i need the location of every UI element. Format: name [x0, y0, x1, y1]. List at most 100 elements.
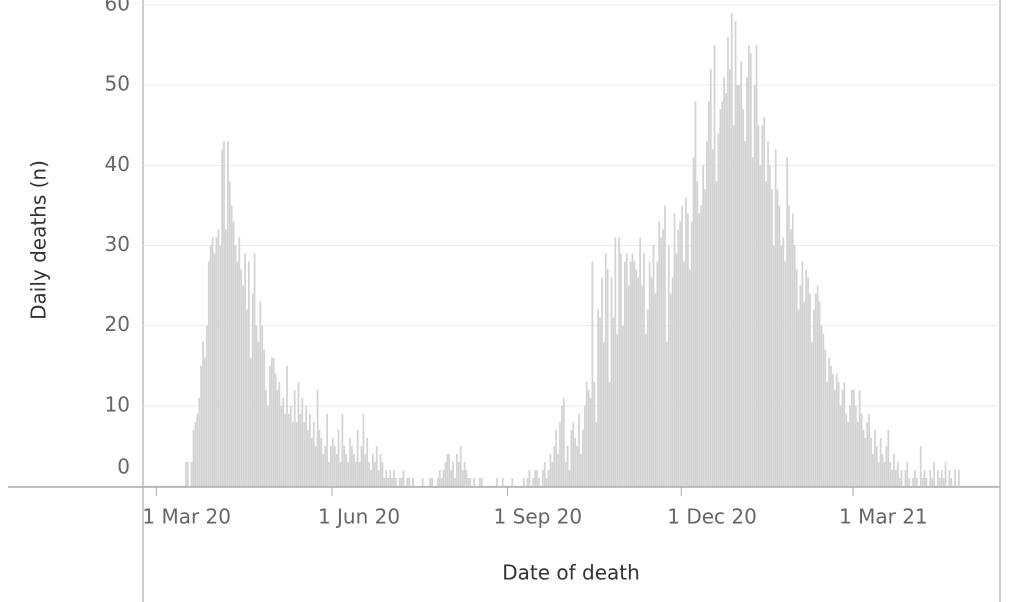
- bar: [305, 405, 307, 486]
- bar: [730, 13, 733, 487]
- bar: [226, 141, 229, 487]
- bar: [822, 333, 825, 486]
- bar: [679, 221, 682, 486]
- bar: [778, 205, 781, 486]
- y-tick-label: 10: [105, 392, 130, 416]
- bar: [641, 285, 643, 486]
- bar: [316, 389, 319, 486]
- bar: [362, 413, 365, 486]
- bar: [906, 461, 909, 486]
- bar: [738, 85, 741, 487]
- bar: [299, 413, 302, 486]
- bar: [706, 141, 708, 487]
- bar: [450, 469, 453, 486]
- x-tick-label: 1 Mar 21: [839, 505, 928, 529]
- bar: [337, 429, 340, 486]
- bar: [881, 453, 884, 486]
- bar: [326, 413, 328, 486]
- bar: [303, 421, 306, 486]
- bar: [402, 469, 405, 486]
- bar: [293, 389, 296, 486]
- bar: [291, 421, 294, 486]
- bar: [832, 373, 834, 486]
- bar: [629, 261, 632, 486]
- bar: [200, 365, 203, 486]
- bar: [601, 277, 603, 486]
- y-axis-title: Daily deaths (n): [27, 160, 51, 320]
- bar: [599, 317, 601, 486]
- bar: [740, 61, 743, 486]
- bar: [790, 229, 792, 486]
- bar: [694, 101, 697, 486]
- bar: [614, 237, 617, 486]
- bar: [625, 253, 628, 486]
- bar: [891, 469, 893, 486]
- bar: [310, 437, 313, 486]
- bar: [261, 325, 264, 486]
- bar: [807, 277, 809, 486]
- bar: [812, 309, 815, 486]
- bar: [658, 221, 661, 486]
- bar: [249, 357, 252, 486]
- bar: [688, 269, 691, 486]
- bar: [828, 357, 830, 486]
- bar: [769, 165, 771, 487]
- bar: [791, 213, 794, 486]
- bar: [847, 421, 850, 486]
- bar: [883, 461, 886, 486]
- bar: [307, 429, 309, 486]
- bar: [793, 245, 796, 486]
- bar: [608, 381, 611, 486]
- bar: [263, 349, 266, 486]
- bar: [937, 469, 939, 486]
- bar: [761, 125, 764, 486]
- bar: [205, 325, 208, 486]
- bar: [194, 421, 197, 486]
- bar: [849, 405, 851, 486]
- bar: [358, 461, 361, 486]
- bar: [837, 381, 840, 486]
- bar: [643, 253, 645, 486]
- bar: [904, 469, 907, 486]
- bar: [379, 453, 382, 486]
- bar: [795, 269, 798, 486]
- bar: [225, 229, 227, 486]
- x-tick-label: 1 Jun 20: [318, 505, 400, 529]
- bar: [534, 469, 537, 486]
- bar: [698, 213, 701, 486]
- bar: [858, 389, 861, 486]
- bar: [633, 261, 636, 486]
- bar: [431, 477, 433, 486]
- bar: [587, 389, 590, 486]
- bar: [734, 21, 737, 487]
- bar: [623, 261, 626, 486]
- bar: [908, 477, 911, 486]
- bar: [660, 237, 663, 486]
- y-tick-label: 60: [105, 0, 130, 16]
- bar: [207, 261, 210, 486]
- bar: [665, 341, 668, 486]
- bar: [671, 277, 674, 486]
- bar: [736, 85, 739, 487]
- bar: [333, 445, 336, 486]
- bar: [753, 85, 756, 487]
- bar: [845, 413, 848, 486]
- bar: [853, 389, 855, 486]
- bar: [923, 469, 926, 486]
- bar: [749, 53, 752, 486]
- bar: [566, 445, 569, 486]
- bar: [400, 477, 403, 486]
- bar: [717, 133, 720, 486]
- bar: [652, 245, 655, 486]
- bar: [314, 445, 317, 486]
- bar: [585, 381, 588, 486]
- bar: [648, 261, 651, 486]
- bar: [696, 181, 699, 486]
- bar: [526, 477, 529, 486]
- bar: [944, 461, 947, 486]
- bar: [620, 253, 622, 486]
- bar: [238, 237, 241, 486]
- bar: [282, 397, 285, 486]
- bar: [211, 237, 214, 486]
- y-tick-label: 40: [105, 152, 130, 176]
